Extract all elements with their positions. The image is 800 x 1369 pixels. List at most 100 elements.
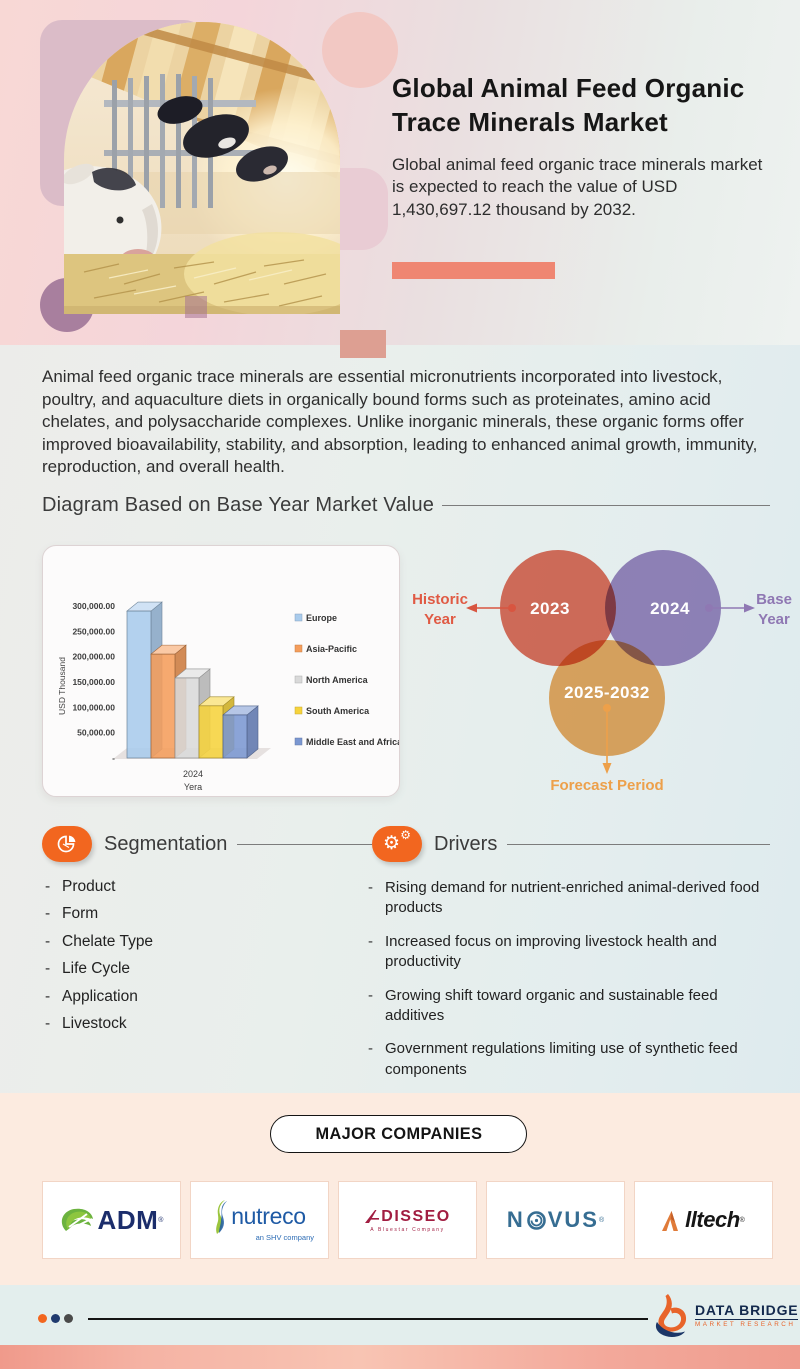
driver-item: - Increased focus on improving livestock … (368, 932, 717, 971)
base-arrow-dot (705, 604, 713, 612)
segment-item: - Product (45, 878, 116, 895)
hero-section: Global Animal Feed Organic Trace Mineral… (0, 0, 800, 358)
drivers-list: - Rising demand for nutrient-enriched ani… (368, 878, 772, 1093)
company-logo-cards: ADM ® nutreco an SHV company (42, 1181, 773, 1259)
nutreco-swoosh-icon (216, 1199, 228, 1234)
venn-year-forecast: 2025-2032 (564, 683, 650, 702)
adisseo-wordmark: DISSEO (381, 1207, 451, 1225)
svg-text:2024: 2024 (183, 769, 203, 779)
databridge-subtitle: MARKET RESEARCH (695, 1318, 799, 1328)
databridge-logo-icon (655, 1294, 687, 1337)
company-card-novus: N VUS ® (486, 1181, 625, 1259)
svg-text:-: - (112, 753, 115, 763)
novus-wordmark-right: VUS (547, 1207, 599, 1232)
major-companies-section: MAJOR COMPANIES ADM ® (0, 1093, 800, 1285)
driver-item: - Growing shift toward organic and sustai… (368, 986, 718, 1024)
svg-text:150,000.00: 150,000.00 (72, 677, 115, 687)
adisseo-a-icon (365, 1210, 380, 1223)
segment-item: - Form (45, 905, 99, 923)
novus-wordmark-left: N (506, 1207, 525, 1232)
diagram-heading-text: Diagram Based on Base Year Market Value (42, 494, 435, 516)
company-card-adisseo: DISSEO A Bluestar Company (338, 1181, 477, 1259)
forecast-period-label: Forecast Period (550, 777, 663, 794)
svg-text:Europe: Europe (306, 613, 337, 623)
footer: DATA BRIDGE MARKET RESEARCH (0, 1285, 800, 1345)
svg-text:300,000.00: 300,000.00 (72, 601, 115, 611)
major-companies-heading: MAJOR COMPANIES (315, 1124, 482, 1143)
footer-divider-line (88, 1318, 648, 1320)
svg-text:South America: South America (306, 706, 370, 716)
segment-item: - Livestock (45, 1014, 127, 1032)
drivers-rule (507, 843, 770, 845)
accent-bar (392, 262, 555, 279)
drivers-badge: ⚙ ⚙ (372, 826, 422, 862)
svg-text:Yera: Yera (184, 782, 202, 792)
alltech-a-icon (662, 1210, 679, 1231)
bottom-color-strip (0, 1345, 800, 1369)
svg-text:200,000.00: 200,000.00 (72, 652, 115, 662)
forecast-arrow-head (602, 763, 612, 774)
venn-year-2024: 2024 (650, 599, 690, 618)
segmentation-title: Segmentation (104, 832, 228, 855)
svg-text:100,000.00: 100,000.00 (72, 702, 115, 712)
venn-circle-historic (500, 550, 616, 666)
historic-arrow-dot (508, 604, 516, 612)
gears-icon: ⚙ ⚙ (383, 828, 411, 854)
diagram-section-heading: Diagram Based on Base Year Market Value (42, 494, 770, 517)
company-card-alltech: lltech ® (634, 1181, 773, 1259)
bar-chart: 300,000.00 250,000.00 200,000.00 150,000.00… (57, 601, 399, 792)
segmentation-list: - Product - Form - Chelate Type - Life Cycle… (45, 878, 345, 1042)
segment-item: - Life Cycle (45, 960, 131, 978)
segmentation-badge (42, 826, 92, 862)
decor-square-rose (185, 296, 207, 318)
svg-text:50,000.00: 50,000.00 (77, 728, 115, 738)
svg-text:250,000.00: 250,000.00 (72, 626, 115, 636)
adisseo-subtext: A Bluestar Company (370, 1226, 445, 1233)
svg-text:North America: North America (306, 675, 369, 685)
decor-pill (336, 168, 388, 250)
company-card-nutreco: nutreco an SHV company (190, 1181, 329, 1259)
driver-item: - Government regulations limiting use of … (368, 1040, 738, 1078)
intro-paragraph: Animal feed organic trace minerals are e… (42, 367, 758, 477)
historic-year-label-2: Year (424, 611, 456, 628)
page-title: Global Animal Feed Organic Trace Mineral… (392, 73, 745, 137)
svg-text:Asia-Pacific: Asia-Pacific (306, 644, 357, 654)
drivers-header: ⚙ ⚙ Drivers (372, 824, 770, 864)
novus-ring-icon (526, 1210, 546, 1230)
svg-text:Middle East and Africa: Middle East and Africa (306, 737, 399, 747)
driver-item: - Rising demand for nutrient-enriched ani… (368, 879, 760, 917)
cow-barn-photo (64, 22, 340, 314)
barn-scene-illustration (64, 22, 340, 314)
base-year-label: Base (756, 591, 792, 608)
segmentation-header: Segmentation (42, 824, 372, 864)
footer-dots (38, 1314, 73, 1323)
venn-circle-forecast (549, 640, 665, 756)
segment-item: - Application (45, 987, 138, 1005)
venn-year-2023: 2023 (530, 599, 570, 618)
nutreco-wordmark: nutreco (231, 1203, 306, 1229)
historic-year-label: Historic (412, 591, 468, 608)
adm-wordmark: ADM (97, 1204, 159, 1235)
databridge-logo: DATA BRIDGE MARKET RESEARCH (652, 1293, 799, 1337)
base-arrow-head (744, 603, 755, 613)
major-companies-pill: MAJOR COMPANIES (270, 1115, 527, 1153)
drivers-title: Drivers (434, 832, 498, 855)
svg-text:USD Thousand: USD Thousand (57, 657, 67, 715)
segmentation-rule (237, 843, 372, 845)
decor-circle-pink (322, 12, 398, 88)
page-subtitle: Global animal feed organic trace mineral… (392, 154, 763, 220)
venn-diagram: 2023 2024 2025-2032 Historic Year Base Y… (408, 540, 793, 796)
bar-chart-card: 300,000.00 250,000.00 200,000.00 150,000.00… (42, 545, 400, 797)
base-year-label-2: Year (758, 611, 790, 628)
cows (157, 96, 288, 182)
company-card-adm: ADM ® (42, 1181, 181, 1259)
venn-circle-base (605, 550, 721, 666)
decor-square-salmon (340, 330, 386, 358)
historic-arrow-head (466, 603, 477, 613)
adm-leaf-icon (61, 1208, 93, 1231)
segment-item: - Chelate Type (45, 932, 154, 950)
pie-chart-icon (57, 835, 76, 853)
forecast-arrow-dot (603, 704, 611, 712)
nutreco-subtext: an SHV company (255, 1232, 314, 1242)
